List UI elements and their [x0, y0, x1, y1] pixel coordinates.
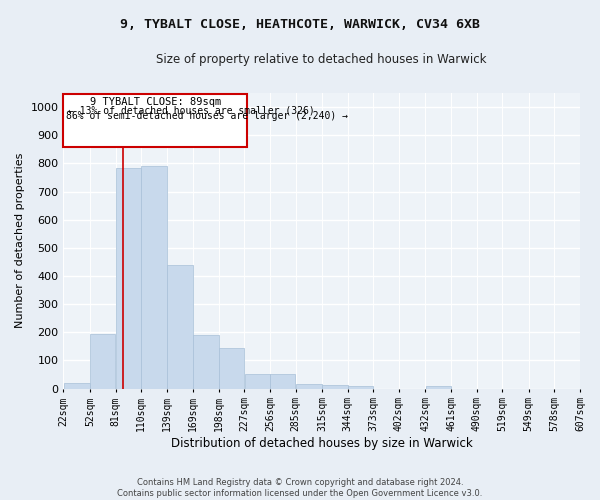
- Text: ← 13% of detached houses are smaller (326): ← 13% of detached houses are smaller (32…: [68, 105, 314, 115]
- X-axis label: Distribution of detached houses by size in Warwick: Distribution of detached houses by size …: [171, 437, 473, 450]
- Bar: [193, 335, 218, 388]
- Bar: [64, 384, 89, 388]
- FancyBboxPatch shape: [64, 94, 247, 146]
- Bar: [296, 384, 322, 388]
- Bar: [348, 386, 373, 388]
- Bar: [116, 168, 141, 388]
- Bar: [219, 348, 244, 389]
- Text: 86% of semi-detached houses are larger (2,240) →: 86% of semi-detached houses are larger (…: [66, 111, 348, 121]
- Bar: [322, 385, 347, 388]
- Text: Contains HM Land Registry data © Crown copyright and database right 2024.
Contai: Contains HM Land Registry data © Crown c…: [118, 478, 482, 498]
- Text: 9, TYBALT CLOSE, HEATHCOTE, WARWICK, CV34 6XB: 9, TYBALT CLOSE, HEATHCOTE, WARWICK, CV3…: [120, 18, 480, 30]
- Bar: [425, 386, 451, 388]
- Bar: [90, 334, 115, 388]
- Bar: [270, 374, 295, 388]
- Bar: [142, 166, 167, 388]
- Bar: [167, 264, 193, 388]
- Bar: [245, 374, 270, 388]
- Text: 9 TYBALT CLOSE: 89sqm: 9 TYBALT CLOSE: 89sqm: [89, 98, 221, 108]
- Y-axis label: Number of detached properties: Number of detached properties: [15, 153, 25, 328]
- Title: Size of property relative to detached houses in Warwick: Size of property relative to detached ho…: [157, 52, 487, 66]
